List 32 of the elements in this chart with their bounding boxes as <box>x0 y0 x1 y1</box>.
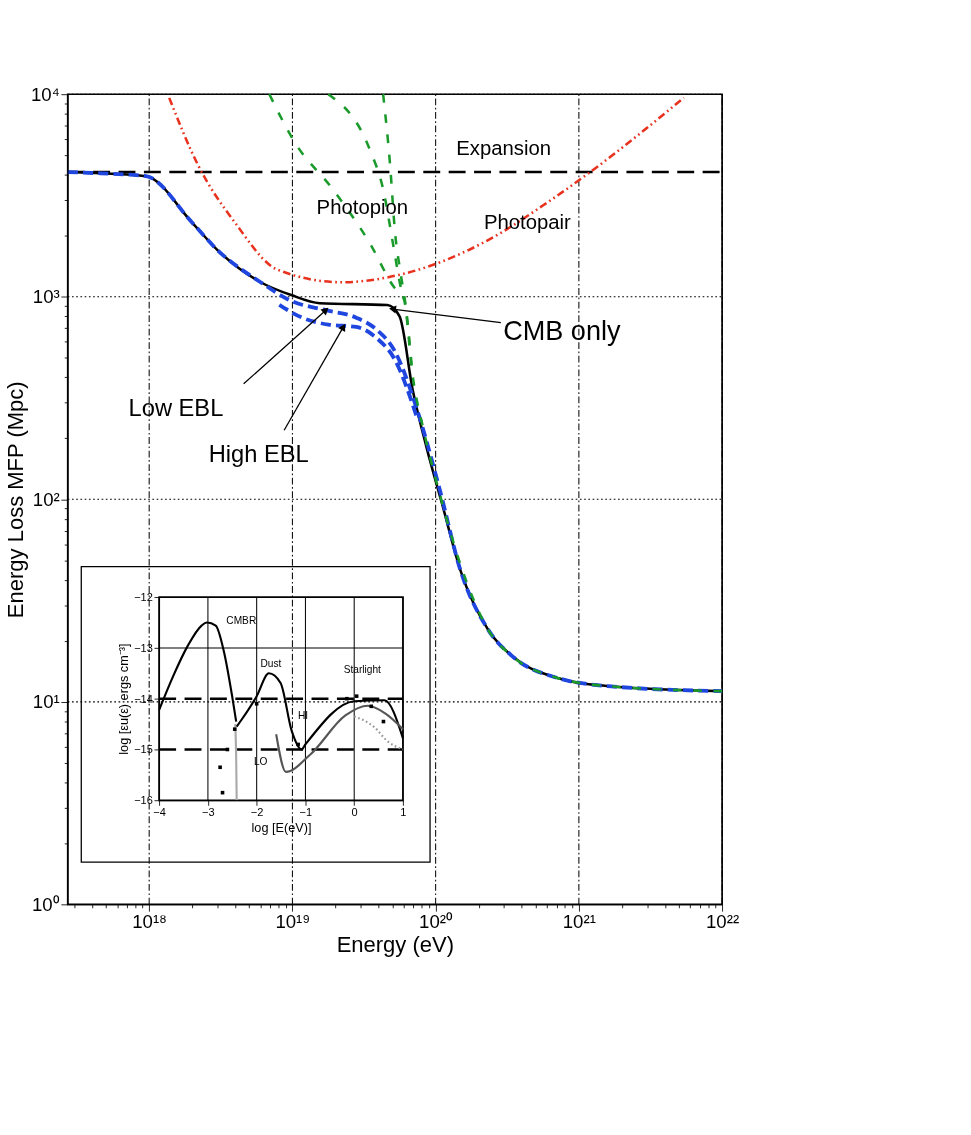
y-tick-label: 10² <box>32 488 60 510</box>
annotation: CMB only <box>503 314 621 346</box>
x-tick-label: 10¹⁹ <box>275 910 311 932</box>
x-axis-title: log [E(eV)] <box>251 821 312 836</box>
x-axis-title: Energy (eV) <box>336 932 455 958</box>
y-tick-label: 10³ <box>32 286 60 308</box>
annotation: Photopion <box>316 195 409 218</box>
x-tick-label: 10¹⁸ <box>132 910 167 932</box>
y-tick-label: −15 <box>134 743 153 756</box>
x-tick-label: 0 <box>351 805 358 818</box>
y-tick-label: −13 <box>134 641 153 654</box>
y-axis-title: Energy Loss MFP (Mpc) <box>3 381 29 619</box>
x-tick-label: −1 <box>299 805 313 818</box>
annotation: Dust <box>260 657 282 669</box>
y-tick-label: 10¹ <box>32 691 60 713</box>
y-tick-label: 10⁴ <box>30 83 60 105</box>
annotation: High EBL <box>208 441 309 468</box>
x-tick-label: 1 <box>400 805 407 818</box>
y-axis-title: log [εu(ε) ergs cm⁻³] <box>117 643 132 755</box>
x-tick-label: −4 <box>153 805 166 818</box>
x-tick-label: 10²⁰ <box>419 910 454 932</box>
annotation: Photopair <box>483 210 572 233</box>
x-tick-label: −3 <box>202 805 215 818</box>
annotation: CMBR <box>226 615 257 627</box>
y-tick-label: 10⁰ <box>31 893 60 915</box>
x-tick-label: −2 <box>250 805 264 818</box>
x-tick-label: 10²¹ <box>562 910 596 932</box>
ref-line-label: Expansion <box>456 137 552 160</box>
annotation: Low EBL <box>128 394 224 421</box>
x-tick-label: 10²² <box>705 910 740 932</box>
y-tick-label: −12 <box>134 590 153 603</box>
y-tick-label: −16 <box>134 794 153 807</box>
